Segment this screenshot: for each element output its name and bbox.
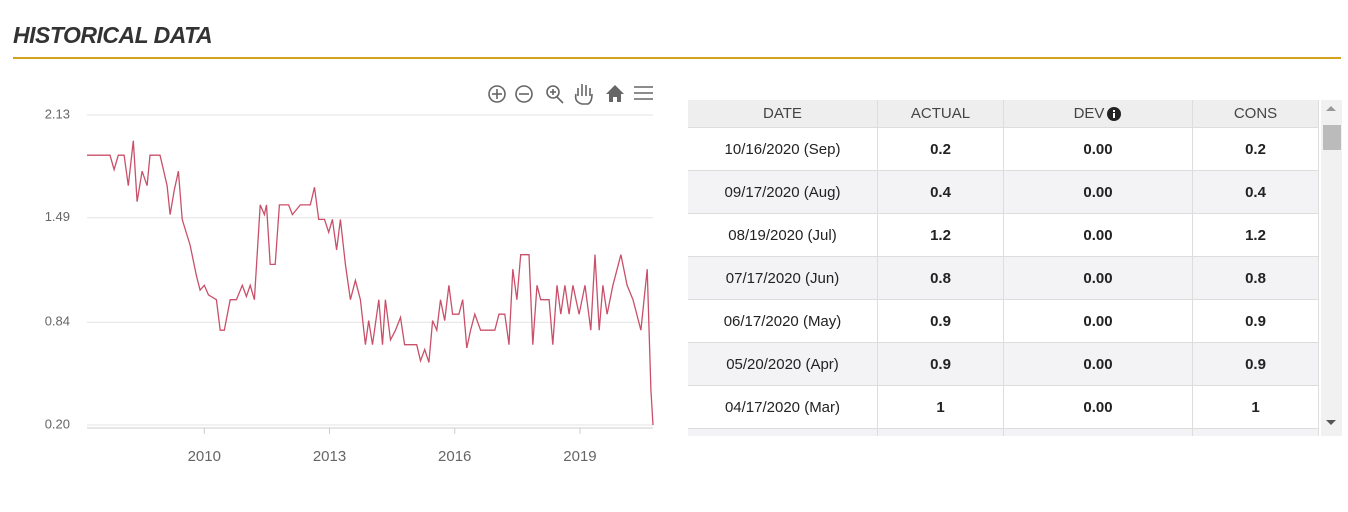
- table-row: 05/20/2020 (Apr) 0.9 0.00 0.9: [688, 343, 1319, 386]
- zoom-in-button[interactable]: [488, 85, 506, 103]
- scroll-down[interactable]: [1326, 420, 1336, 425]
- table-cell: 1: [878, 386, 1004, 428]
- reset-button[interactable]: [606, 85, 624, 102]
- data-line: [87, 140, 654, 426]
- x-tick-label: 2019: [563, 448, 596, 465]
- column-header: DEV: [1004, 100, 1193, 127]
- table-cell: 0.00: [1004, 257, 1193, 299]
- column-header: CONS: [1193, 100, 1319, 127]
- table-cell: 0.00: [1004, 128, 1193, 170]
- column-title: CONS: [1233, 105, 1278, 122]
- table-cell: 08/19/2020 (Jul): [688, 214, 878, 256]
- section-title: HISTORICAL DATA: [13, 22, 213, 48]
- table-cell: 0.9: [878, 300, 1004, 342]
- table-row: 06/17/2020 (May) 0.9 0.00 0.9: [688, 300, 1319, 343]
- x-tick-label: 2010: [188, 448, 221, 465]
- pan-button[interactable]: [574, 84, 593, 105]
- table-header: DATE ACTUAL DEV CONS: [688, 100, 1319, 128]
- table-cell: 07/17/2020 (Jun): [688, 257, 878, 299]
- table-row: 08/19/2020 (Jul) 1.2 0.00 1.2: [688, 214, 1319, 257]
- table-cell-empty: [1004, 429, 1193, 436]
- table-cell: 0.9: [878, 343, 1004, 385]
- history-table: DATE ACTUAL DEV CONS 10/16/2020 (Sep) 0.2 0.00…: [688, 100, 1319, 436]
- x-tick-label: 2016: [438, 448, 471, 465]
- table-cell: 09/17/2020 (Aug): [688, 171, 878, 213]
- table-cell: 05/20/2020 (Apr): [688, 343, 878, 385]
- table-cell: 0.9: [1193, 343, 1319, 385]
- x-tick-label: 2013: [313, 448, 346, 465]
- table-cell: 1.2: [878, 214, 1004, 256]
- table-cell: 0.00: [1004, 171, 1193, 213]
- table-row: 04/17/2020 (Mar) 1 0.00 1: [688, 386, 1319, 429]
- toolbar: [488, 84, 653, 105]
- table-cell: 0.8: [878, 257, 1004, 299]
- y-tick-label: 1.49: [45, 209, 70, 224]
- zoom-out-button[interactable]: [515, 85, 533, 103]
- table-cell-empty: [878, 429, 1004, 436]
- table-cell: 04/17/2020 (Mar): [688, 386, 878, 428]
- table-row-partial: [688, 429, 1319, 436]
- table-row: 10/16/2020 (Sep) 0.2 0.00 0.2: [688, 128, 1319, 171]
- info-icon[interactable]: [1106, 106, 1122, 122]
- table-cell: 0.8: [1193, 257, 1319, 299]
- column-title: DATE: [763, 105, 802, 122]
- table-cell: 0.9: [1193, 300, 1319, 342]
- column-title: ACTUAL: [910, 105, 971, 122]
- menu-button[interactable]: [634, 86, 653, 100]
- y-tick-label: 0.84: [45, 314, 70, 329]
- column-header: ACTUAL: [878, 100, 1004, 127]
- scrollbar-graphics: [1323, 106, 1341, 425]
- table-cell: 10/16/2020 (Sep): [688, 128, 878, 170]
- table-cell: 0.00: [1004, 386, 1193, 428]
- scrollbar[interactable]: [1321, 100, 1342, 436]
- table-cell: 0.4: [878, 171, 1004, 213]
- table-row: 09/17/2020 (Aug) 0.4 0.00 0.4: [688, 171, 1319, 214]
- table-cell: 0.00: [1004, 214, 1193, 256]
- column-title: DEV: [1073, 105, 1105, 122]
- table-cell: 0.2: [878, 128, 1004, 170]
- table-cell-empty: [688, 429, 878, 436]
- scroll-thumb[interactable]: [1323, 125, 1341, 150]
- table-cell: 0.4: [1193, 171, 1319, 213]
- selection-zoom-button[interactable]: [546, 85, 564, 104]
- y-tick-label: 0.20: [45, 416, 70, 431]
- table-cell: 0.00: [1004, 300, 1193, 342]
- table-cell: 1: [1193, 386, 1319, 428]
- chart: 2.13 1.49 0.84 0.20 2010 2013 2016 2019: [45, 84, 654, 465]
- y-tick-label: 2.13: [45, 106, 70, 121]
- table-cell-empty: [1193, 429, 1319, 436]
- table-row: 07/17/2020 (Jun) 0.8 0.00 0.8: [688, 257, 1319, 300]
- column-header: DATE: [688, 100, 878, 127]
- scroll-up[interactable]: [1326, 106, 1336, 111]
- table-cell: 0.00: [1004, 343, 1193, 385]
- table-cell: 0.2: [1193, 128, 1319, 170]
- table-cell: 06/17/2020 (May): [688, 300, 878, 342]
- table-cell: 1.2: [1193, 214, 1319, 256]
- title-rule: [13, 57, 1341, 59]
